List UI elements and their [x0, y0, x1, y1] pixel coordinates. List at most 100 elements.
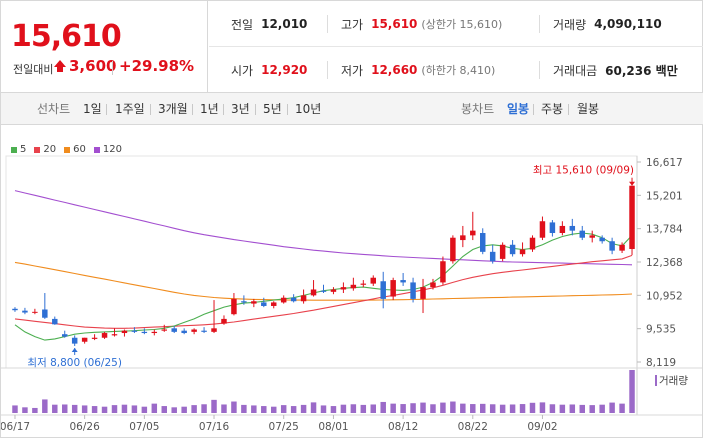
open-label: 시가	[231, 63, 254, 78]
legend-label: 5	[20, 144, 27, 155]
legend-swatch	[93, 146, 100, 153]
volume-label: 거래량	[659, 375, 688, 387]
candle-body	[231, 298, 237, 315]
high-arrow-icon	[629, 181, 636, 186]
candle-body	[151, 331, 158, 334]
candle-body	[350, 284, 357, 289]
candle-body	[450, 237, 456, 262]
tab-5y[interactable]: 5년	[263, 102, 282, 116]
candle-body	[221, 318, 227, 324]
candle-body	[569, 225, 576, 231]
candle-body	[181, 330, 187, 334]
open-price: 시가 12,920	[231, 47, 307, 93]
info-row-1: 전일 12,010 고가 15,610 (상한가 15,610) 거래량 4,0…	[209, 1, 703, 47]
legend-ma120: 120	[93, 144, 122, 155]
y-tick-label: 12,368	[646, 257, 683, 269]
candle-body	[360, 283, 367, 285]
legend-label: 120	[102, 144, 122, 155]
candle-body	[201, 330, 207, 332]
prev-close-value: 12,010	[261, 17, 308, 31]
candle-body	[91, 337, 98, 339]
volume-value: 4,090,110	[594, 17, 662, 31]
candle-body	[62, 334, 68, 337]
candle-body	[121, 330, 128, 334]
volume-bar	[32, 407, 38, 413]
legend-ma60: 60	[64, 144, 86, 155]
candle-body	[380, 281, 386, 299]
change-label: 전일대비	[13, 63, 54, 76]
candle-body	[131, 330, 138, 332]
volume-bar	[559, 404, 566, 413]
volume-bar	[101, 406, 108, 413]
volume-bar	[131, 405, 138, 413]
volume-bar	[539, 402, 546, 413]
candle-body	[539, 221, 546, 238]
trade-amount-info: 거래대금 60,236 백만	[553, 47, 678, 93]
x-tick-label: 07/25	[269, 421, 299, 433]
tab-3m[interactable]: 3개월	[158, 102, 188, 116]
volume-info: 거래량 4,090,110	[553, 1, 662, 47]
tab-daily[interactable]: 일봉	[507, 102, 530, 116]
volume-bar	[579, 404, 585, 413]
volume-bar	[360, 404, 367, 413]
volume-bar	[619, 403, 625, 413]
plot-frame	[5, 155, 638, 369]
volume-bar	[141, 406, 148, 413]
candle-body	[549, 222, 556, 234]
candle-body	[330, 289, 337, 292]
candle-body	[81, 337, 88, 342]
legend-ma20: 20	[34, 144, 56, 155]
tab-1d[interactable]: 1일	[83, 102, 102, 116]
divider	[327, 61, 328, 79]
volume-bar	[450, 401, 456, 413]
volume-bar	[201, 404, 207, 413]
tab-3y[interactable]: 3년	[231, 102, 250, 116]
volume-bar	[509, 404, 516, 413]
volume-bar	[231, 401, 237, 413]
volume-bar	[161, 406, 167, 413]
volume-bar	[111, 405, 118, 413]
candle-body	[310, 289, 317, 296]
candle-body	[529, 237, 536, 250]
low-annotation: 최저 8,800 (06/25)	[27, 357, 122, 369]
tab-monthly[interactable]: 월봉	[577, 102, 600, 116]
tab-10y[interactable]: 10년	[295, 102, 322, 116]
volume-bar	[569, 404, 576, 413]
candle-body	[420, 287, 426, 299]
candle-body	[499, 244, 506, 259]
volume-bar	[480, 403, 486, 413]
candle-body	[261, 302, 267, 306]
volume-bar	[629, 370, 635, 413]
current-price-box: 15,610 전일대비 3,600 +29.98%	[1, 1, 208, 93]
volume-bar	[121, 404, 128, 413]
tab-1y[interactable]: 1년	[200, 102, 219, 116]
candle-body	[629, 185, 635, 250]
candle-body	[32, 311, 38, 313]
candle-body	[559, 225, 566, 234]
volume-bar	[420, 402, 426, 413]
high-annotation: 최고 15,610 (09/09)	[533, 165, 634, 177]
volume-bar	[300, 404, 307, 413]
x-tick-label: 07/16	[199, 421, 230, 433]
volume-bar	[320, 405, 327, 413]
volume-bar	[549, 404, 556, 413]
candle-body	[619, 244, 625, 251]
volume-bar	[171, 407, 177, 413]
tab-weekly[interactable]: 주봉	[541, 102, 564, 116]
volume-bar	[71, 404, 78, 413]
candle-body	[470, 230, 476, 236]
candle-body	[480, 233, 486, 252]
y-tick-label: 10,952	[646, 290, 683, 302]
change-percent: +29.98%	[119, 57, 195, 75]
volume-bar	[460, 403, 466, 413]
divider	[150, 104, 151, 115]
x-tick-label: 06/17	[1, 421, 30, 433]
candle-body	[589, 235, 595, 238]
candle-body	[101, 333, 108, 338]
x-tick-label: 06/26	[70, 421, 101, 433]
y-tick-label: 9,535	[646, 324, 676, 336]
volume-bar	[609, 402, 615, 413]
lower-limit: (하한가 8,410)	[421, 64, 496, 77]
tab-1w[interactable]: 1주일	[115, 102, 145, 116]
